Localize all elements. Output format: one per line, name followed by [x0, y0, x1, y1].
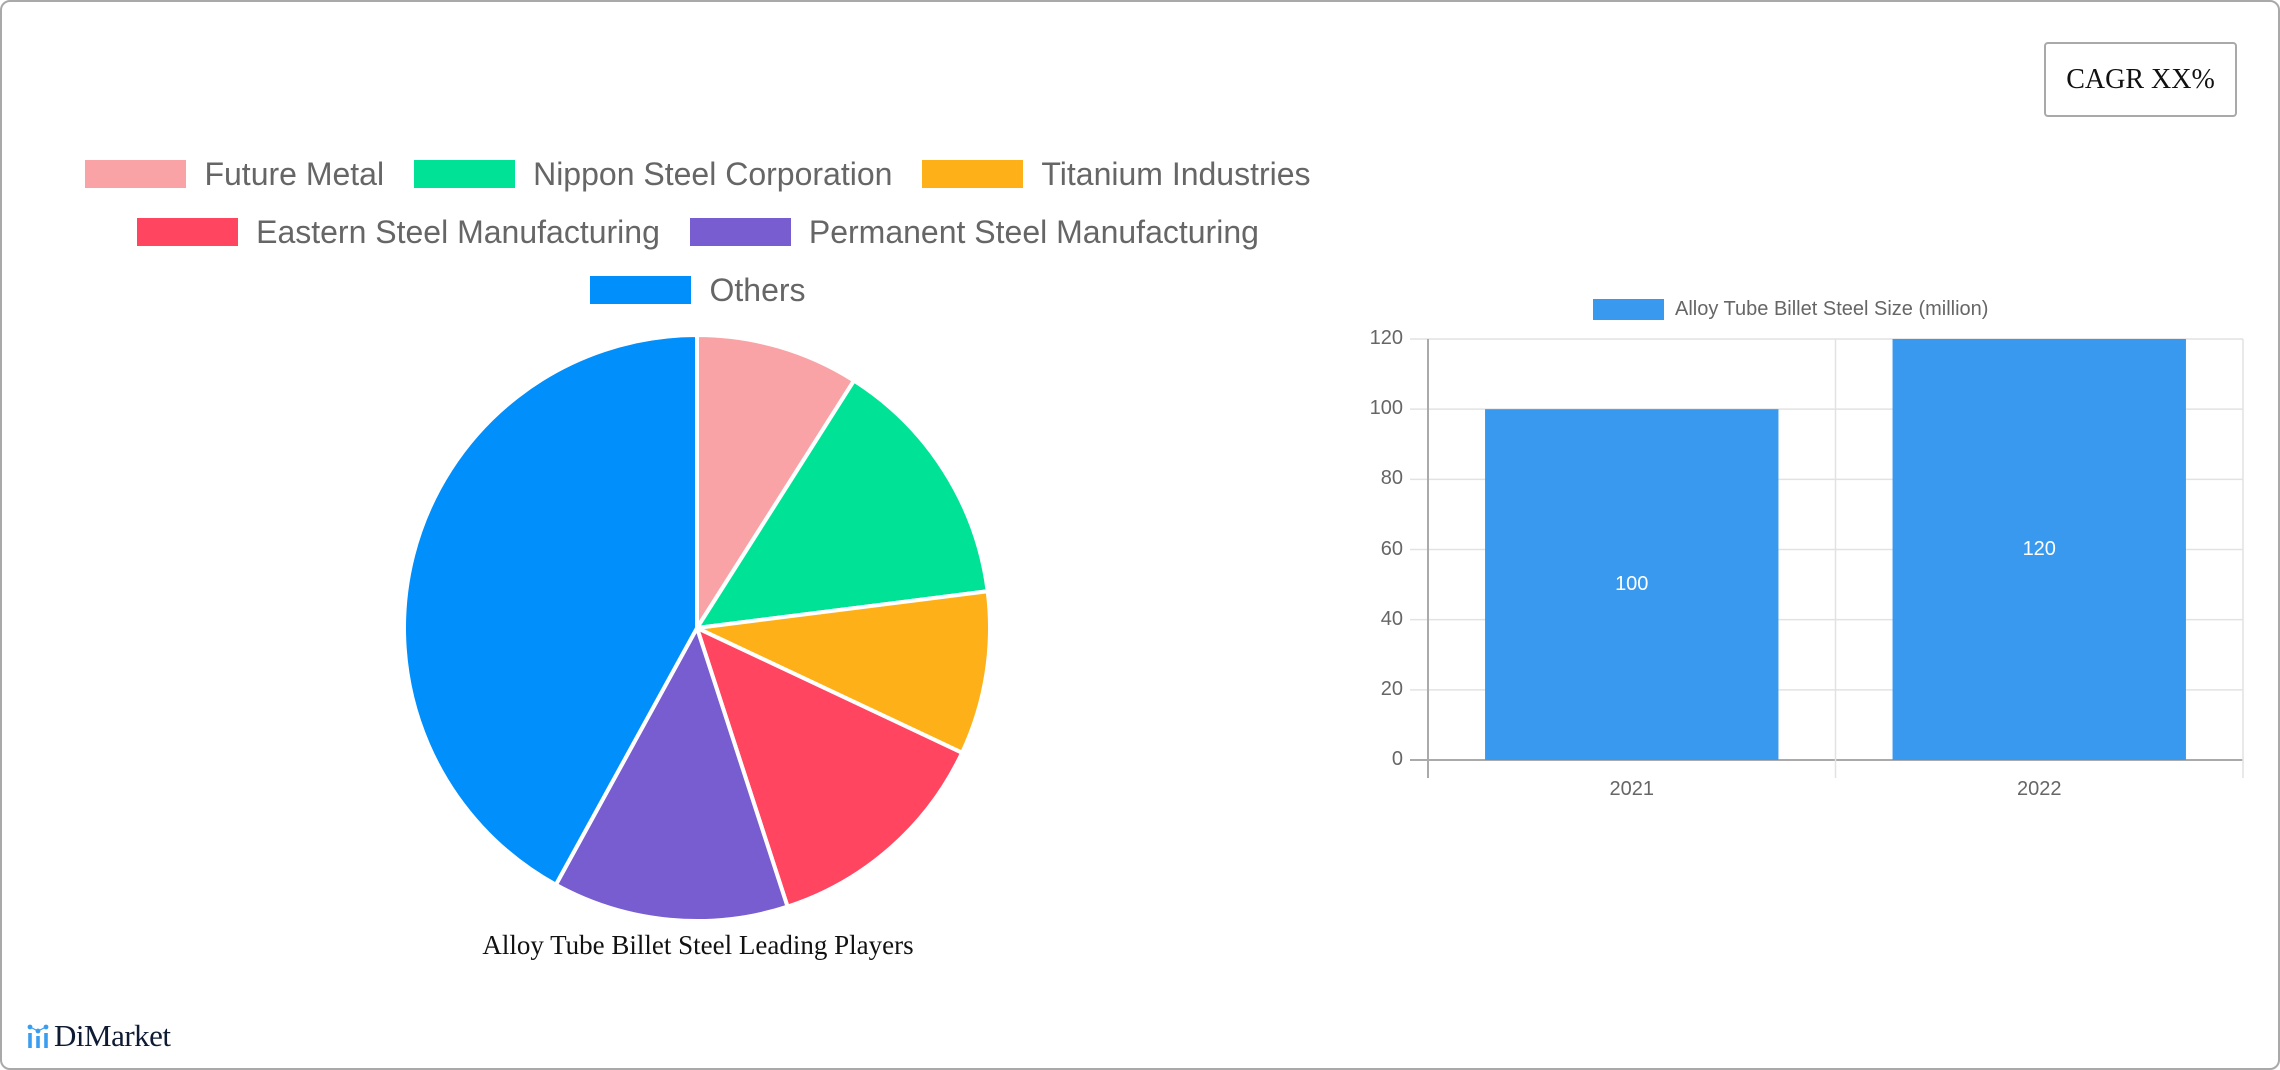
legend-swatch	[137, 218, 239, 246]
legend-swatch	[414, 160, 516, 188]
pie-slice-others[interactable]	[402, 333, 699, 887]
legend-label: Future Metal	[204, 155, 385, 192]
cagr-label: CAGR XX%	[2066, 63, 2215, 95]
pie-chart-title: Alloy Tube Billet Steel Leading Players	[482, 930, 914, 960]
y-axis-tick-label: 60	[1380, 537, 1403, 560]
legend-label: Eastern Steel Manufacturing	[256, 213, 660, 250]
bar-value-label: 100	[1615, 572, 1649, 595]
legend-item-titanium-industries[interactable]: Titanium Industries	[922, 155, 1311, 193]
legend-label: Alloy Tube Billet Steel Size (million)	[1675, 298, 1989, 320]
legend-item-eastern-steel[interactable]: Eastern Steel Manufacturing	[137, 214, 660, 251]
legend-swatch	[689, 218, 791, 246]
x-axis-tick-label: 2021	[1609, 778, 1655, 800]
x-axis-tick-label: 2022	[2017, 778, 2062, 800]
bar-rects	[1485, 339, 2186, 760]
pie-slice-titanium-industries[interactable]	[695, 589, 992, 755]
bar-2022[interactable]	[1892, 339, 2186, 760]
brand-name: DiMarket	[54, 1018, 171, 1053]
legend-row-1: Future Metal Nippon Steel Corporation Ti…	[40, 145, 1356, 203]
legend-swatch	[590, 276, 692, 304]
legend-swatch	[85, 160, 187, 188]
bar-legend[interactable]: Alloy Tube Billet Steel Size (million)	[1593, 298, 1988, 321]
legend-item-future-metal[interactable]: Future Metal	[85, 156, 384, 193]
bar-2021[interactable]	[1485, 409, 1779, 760]
pie-slices	[402, 333, 992, 923]
logo-bars-icon	[27, 1024, 49, 1048]
legend-item-others[interactable]: Others	[590, 271, 806, 309]
legend-row-3: Others	[40, 261, 1356, 319]
legend-label: Permanent Steel Manufacturing	[808, 213, 1259, 250]
legend-label: Others	[709, 271, 806, 308]
y-axis-tick-label: 80	[1380, 467, 1403, 490]
brand-logo: DiMarket	[27, 1018, 171, 1054]
legend-row-2: Eastern Steel Manufacturing Permanent St…	[40, 203, 1356, 261]
y-axis-tick-label: 0	[1391, 748, 1403, 770]
pie-slice-permanent-steel-manufacturing[interactable]	[553, 626, 790, 923]
pie-slice-future-metal[interactable]	[695, 333, 856, 630]
y-axis-tick-label: 120	[1369, 327, 1403, 349]
cagr-badge: CAGR XX%	[2044, 42, 2237, 117]
y-axis-tick-label: 100	[1369, 397, 1403, 420]
legend-label: Nippon Steel Corporation	[533, 155, 893, 192]
y-axis-tick-label: 20	[1380, 677, 1403, 700]
y-axis-tick-label: 40	[1380, 607, 1403, 630]
legend-item-permanent-steel[interactable]: Permanent Steel Manufacturing	[689, 213, 1259, 251]
pie-slice-nippon-steel-corporation[interactable]	[695, 378, 990, 630]
legend-swatch	[922, 160, 1024, 188]
legend-item-nippon-steel[interactable]: Nippon Steel Corporation	[414, 156, 892, 193]
pie-slice-eastern-steel-manufacturing[interactable]	[695, 626, 965, 909]
bar-value-label: 120	[2022, 537, 2056, 560]
legend-swatch	[1593, 299, 1664, 320]
legend-label: Titanium Industries	[1041, 155, 1311, 192]
pie-legend: Future Metal Nippon Steel Corporation Ti…	[40, 145, 1356, 319]
